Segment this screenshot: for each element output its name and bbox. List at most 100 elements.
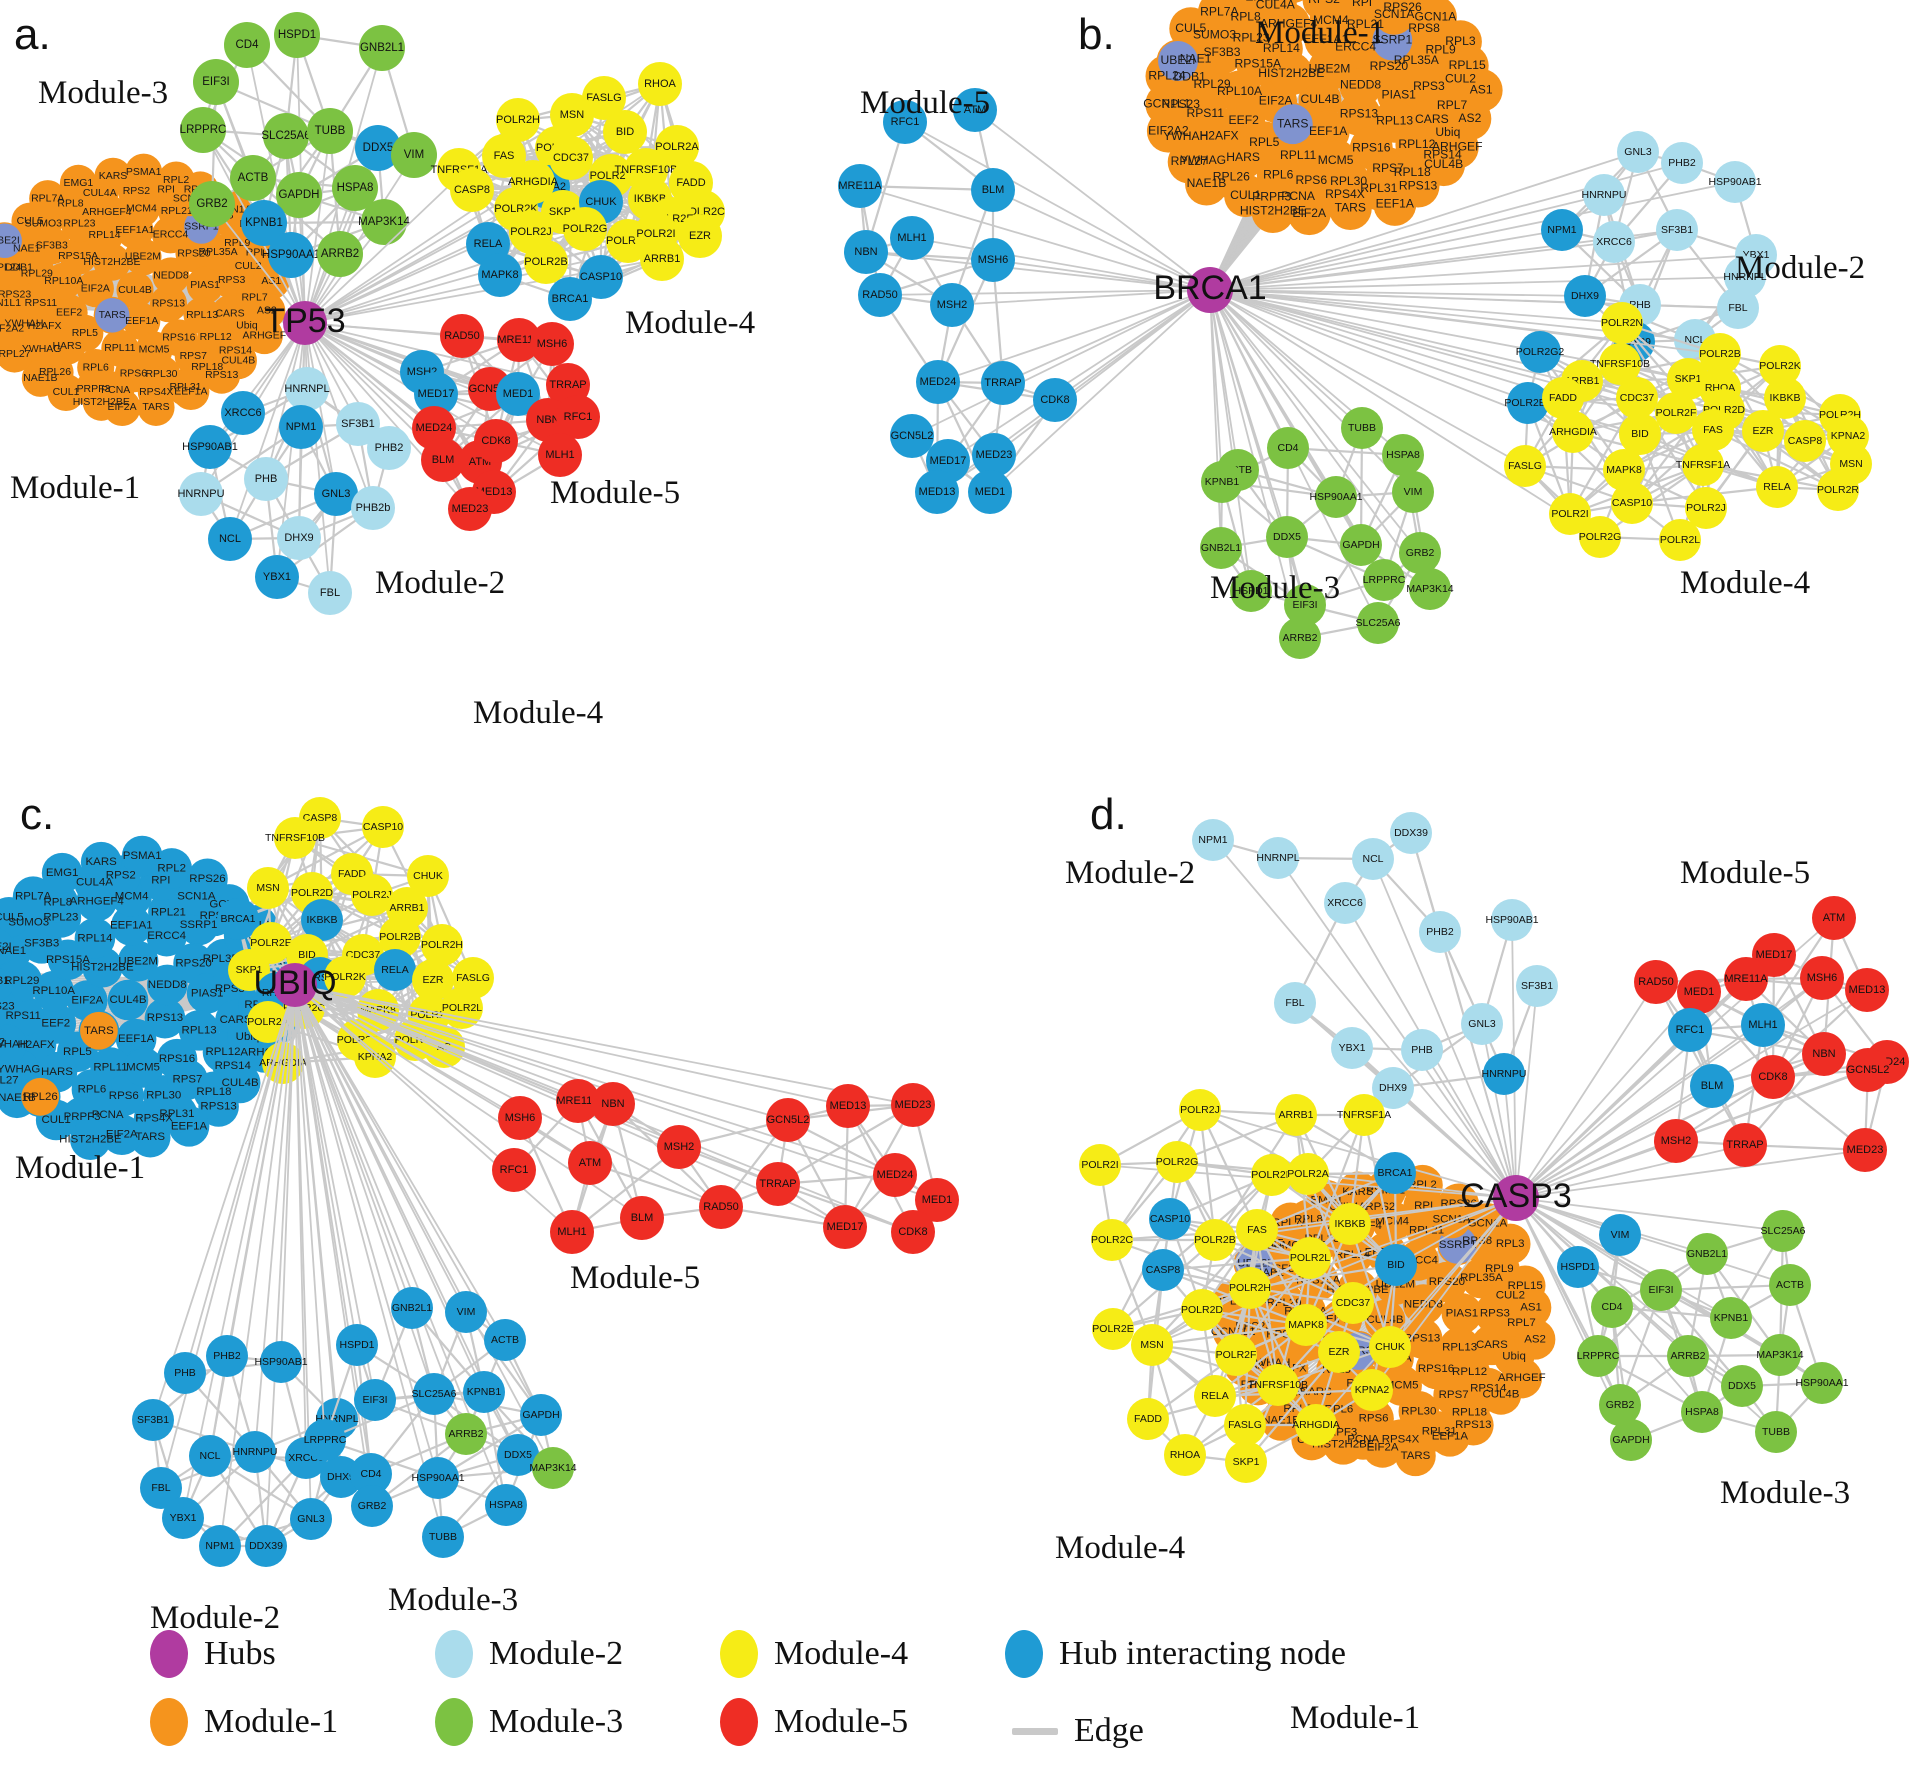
network-node[interactable]: CHUK — [407, 855, 449, 897]
network-node[interactable]: RAD50 — [699, 1185, 743, 1229]
network-node[interactable]: HSP90AB1 — [1708, 161, 1762, 203]
network-node[interactable]: HSPD1 — [1557, 1246, 1599, 1288]
network-node[interactable]: MSH2 — [1654, 1119, 1698, 1163]
network-node[interactable]: RELA — [1194, 1375, 1236, 1417]
network-node[interactable]: ATM — [1812, 896, 1856, 940]
network-node[interactable]: CD4 — [350, 1453, 392, 1495]
network-node[interactable]: MED13 — [826, 1084, 870, 1128]
network-node[interactable]: CASP8 — [450, 168, 494, 212]
network-node[interactable]: PHB — [164, 1352, 206, 1394]
network-node[interactable]: MSN — [1131, 1324, 1173, 1366]
network-node[interactable]: HSP90AB1 — [254, 1341, 308, 1383]
network-node[interactable]: MSH6 — [1800, 956, 1844, 1000]
network-node[interactable]: SKP1 — [228, 949, 270, 991]
network-node[interactable]: YBX1 — [1331, 1027, 1373, 1069]
network-node[interactable]: FBL — [308, 571, 352, 615]
network-node[interactable]: POLR2A — [1287, 1153, 1329, 1195]
network-node[interactable]: KPNB1 — [463, 1371, 505, 1413]
network-node[interactable]: MAP3K14 — [358, 199, 410, 245]
network-node[interactable]: TUBB — [307, 108, 353, 154]
network-node[interactable]: MRE11A — [556, 1079, 600, 1123]
network-node[interactable]: SLC25A6 — [1761, 1210, 1806, 1252]
network-node[interactable]: MRE11A — [838, 164, 882, 208]
network-node[interactable]: SLC25A6 — [1356, 602, 1401, 644]
network-node[interactable]: MSH6 — [498, 1096, 542, 1140]
network-node[interactable]: POLR2E — [1092, 1308, 1134, 1350]
network-node[interactable]: ATM — [568, 1141, 612, 1185]
network-node[interactable]: SF3B1 — [1516, 965, 1558, 1007]
network-node[interactable]: POLR2K — [1251, 1154, 1293, 1196]
network-node[interactable]: RFC1 — [883, 100, 927, 144]
network-node[interactable]: HNRNPL — [284, 367, 330, 411]
network-node[interactable]: FBL — [1717, 287, 1759, 329]
network-node[interactable]: POLR2B — [379, 916, 421, 958]
network-node[interactable]: IKBKB — [1764, 377, 1806, 419]
network-node[interactable]: FASLG — [1224, 1404, 1266, 1446]
network-node[interactable]: MAPK8 — [1603, 449, 1645, 491]
network-node[interactable]: BID — [1619, 413, 1661, 455]
network-node[interactable]: CDC37 — [1332, 1282, 1374, 1324]
network-node[interactable]: GAPDH — [520, 1394, 562, 1436]
network-node[interactable]: EZR — [1742, 410, 1784, 452]
network-node[interactable]: NBN — [844, 230, 888, 274]
network-node[interactable]: GNB2L1 — [359, 25, 405, 71]
network-node[interactable]: ARRB2 — [317, 231, 363, 277]
network-node[interactable]: NPM1 — [199, 1525, 241, 1567]
network-node[interactable]: CASP10 — [1149, 1198, 1191, 1240]
panel-a-cluster-module5[interactable]: RAD50 MRE11AMSH6MSH2GCN5L2MED1TRRAPMED17N… — [304, 314, 600, 531]
network-node[interactable]: POLR2G — [1579, 516, 1622, 558]
network-node[interactable]: MSH6 — [971, 238, 1015, 282]
network-node[interactable]: POLR2K — [1759, 345, 1801, 387]
network-node[interactable]: IKBKB — [1329, 1203, 1371, 1245]
network-node[interactable]: NCL — [189, 1435, 231, 1477]
network-node[interactable]: HSPD1 — [1230, 570, 1272, 612]
network-node[interactable]: POLR2N — [1601, 302, 1643, 344]
network-node[interactable]: POLR2E2 — [1504, 382, 1552, 424]
network-node[interactable]: FADD — [1542, 377, 1584, 419]
network-node[interactable]: ACTB — [230, 155, 276, 201]
panel-c-cluster-module4_c[interactable]: CASP8 CASP10 TNFRSF10B FADD CHUK MSN POLR2D POL… — [217, 797, 494, 1084]
network-node[interactable]: ACTB — [1769, 1264, 1811, 1306]
network-node[interactable]: BRCA1 — [1374, 1152, 1416, 1194]
network-node[interactable]: POLR2G — [1156, 1141, 1199, 1183]
network-node[interactable]: GAPDH — [1610, 1419, 1652, 1461]
network-node[interactable]: MED17 — [414, 372, 458, 416]
network-node[interactable]: TRRAP — [1723, 1123, 1767, 1167]
network-node[interactable]: MAP3K14 — [1756, 1334, 1804, 1376]
network-node[interactable]: MSH2 — [657, 1125, 701, 1169]
network-node[interactable]: TNFRSF10B — [1590, 343, 1650, 385]
network-node[interactable]: MED23 — [448, 487, 492, 531]
network-node[interactable]: LRPPRC — [1363, 559, 1406, 601]
network-node[interactable]: MED24 — [916, 360, 960, 404]
hub-node-ubiq[interactable]: UBIQ — [253, 963, 337, 1007]
network-node[interactable]: PHB2b — [351, 486, 395, 530]
network-node[interactable]: TUBB — [422, 1516, 464, 1558]
network-node[interactable]: BLM — [421, 438, 465, 482]
network-node[interactable]: HNRNPU — [1582, 174, 1627, 216]
network-node[interactable]: BID — [1375, 1244, 1417, 1286]
network-node[interactable]: CASP10 — [1611, 482, 1653, 524]
network-node[interactable]: POLR2D — [1181, 1289, 1223, 1331]
network-node[interactable]: RAD50 — [440, 314, 484, 358]
network-node[interactable]: BID — [603, 110, 647, 154]
network-node[interactable]: BLM — [1690, 1064, 1734, 1108]
network-node[interactable]: GRB2 — [189, 181, 235, 227]
network-node[interactable]: EZR — [412, 959, 454, 1001]
panel-a-cluster-module2[interactable]: HNRNPL XRCC6 NPM1 SF3B1 HSP90AB1 PHB2 PHB HNRNP… — [177, 322, 411, 615]
network-node[interactable]: DDX5 — [497, 1434, 539, 1476]
network-node[interactable]: FAS — [1236, 1209, 1278, 1251]
network-node[interactable]: CDC37 — [1616, 377, 1658, 419]
network-node[interactable]: HSPA8 — [485, 1484, 527, 1526]
network-node[interactable]: GNB2L1 — [391, 1287, 433, 1329]
network-node[interactable]: POLR2C — [1091, 1219, 1133, 1261]
network-node[interactable]: CDC37 — [549, 136, 593, 180]
network-node[interactable]: TUBB — [1341, 407, 1383, 449]
network-node[interactable]: XRCC6 — [1324, 882, 1366, 924]
network-node[interactable]: POLR2F — [1215, 1334, 1257, 1376]
network-node[interactable]: POLR2A — [655, 125, 699, 169]
network-node[interactable]: ACTB — [484, 1319, 526, 1361]
network-node[interactable]: CDK8 — [474, 419, 518, 463]
network-node[interactable]: MAPK8 — [1285, 1304, 1327, 1346]
